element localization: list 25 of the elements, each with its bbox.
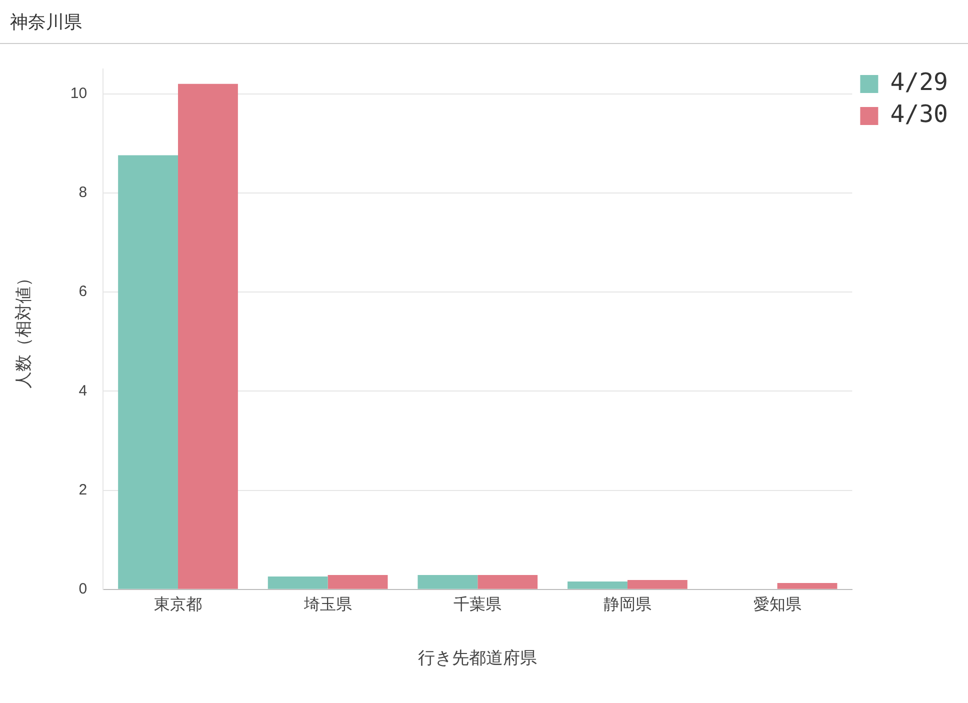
y-tick-label: 0 — [78, 580, 88, 598]
bar — [178, 84, 238, 589]
bar — [627, 580, 688, 589]
legend-label: 4/29 — [890, 68, 948, 96]
x-axis-title: 行き先都道府県 — [418, 648, 538, 668]
legend-label: 4/30 — [890, 100, 948, 128]
x-tick-label: 愛知県 — [753, 595, 802, 614]
bar — [418, 575, 478, 589]
x-tick-label: 埼玉県 — [302, 596, 352, 614]
y-axis-title: 人数（相対値） — [14, 270, 33, 389]
bar — [268, 576, 328, 589]
bar — [328, 575, 388, 589]
y-tick-label: 6 — [78, 283, 88, 300]
y-tick-label: 2 — [78, 481, 88, 498]
bar — [777, 582, 838, 589]
chart-title: 神奈川県 — [0, 0, 968, 44]
bar — [118, 155, 178, 589]
x-tick-label: 東京都 — [154, 595, 202, 614]
x-tick-label: 千葉県 — [454, 595, 502, 614]
x-tick-label: 静岡県 — [603, 596, 652, 614]
y-tick-label: 8 — [78, 184, 88, 202]
y-tick-label: 10 — [70, 84, 88, 102]
y-tick-label: 4 — [78, 382, 88, 400]
bar — [568, 581, 628, 589]
bar — [478, 575, 538, 589]
